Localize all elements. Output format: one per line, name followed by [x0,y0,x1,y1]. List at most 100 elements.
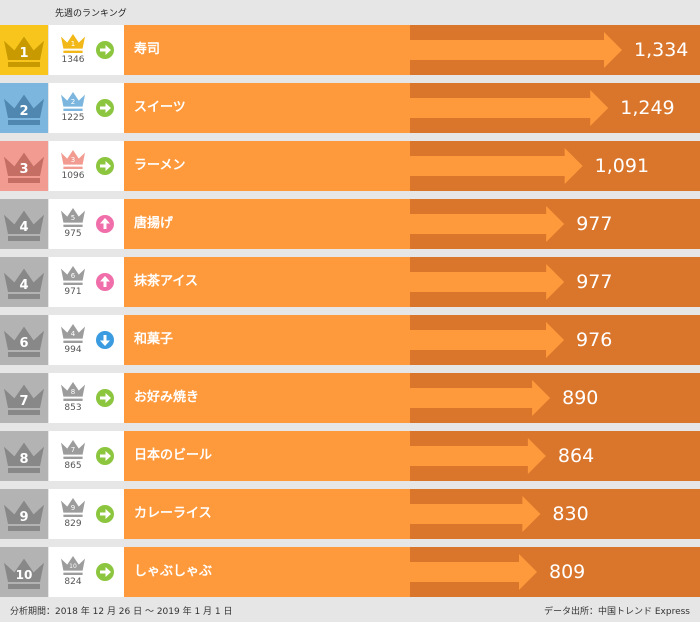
rank-number: 1 [19,46,28,61]
arrow-right-icon [96,505,114,523]
rank-badge: 2 [0,83,48,133]
ranking-row: 4 5 975 唐揚げ 977 [0,199,700,249]
rank-number: 7 [19,394,28,409]
value-arrow [124,554,537,590]
crown-icon: 4 [4,210,44,241]
ranking-row: 3 3 1096 ラーメン 1,091 [0,141,700,191]
rank-number: 3 [19,162,28,177]
previous-week-cell: 7 865 [49,431,124,481]
previous-count: 1225 [61,113,85,123]
previous-rank-number: 5 [71,214,75,222]
ranking-row: 1 1 1346 寿司 1,334 [0,25,700,75]
previous-week-cell: 9 829 [49,489,124,539]
crown-icon: 2 [4,94,44,125]
ranking-row: 10 10 824 しゃぶしゃぶ 809 [0,547,700,597]
previous-count: 829 [64,519,82,529]
previous-rank-crown-icon: 1 [61,34,85,53]
previous-rank-number: 2 [71,98,75,106]
previous-rank-number: 1 [71,40,75,48]
ranking-row: 9 9 829 カレーライス 830 [0,489,700,539]
rank-number: 9 [19,510,28,525]
crown-icon: 7 [4,384,44,415]
previous-count: 971 [64,287,82,297]
crown-icon: 6 [4,326,44,357]
value-label: 830 [552,503,589,525]
value-arrow [124,438,546,474]
value-label: 1,091 [594,155,650,177]
value-arrow [124,496,541,532]
ranking-row: 2 2 1225 スイーツ 1,249 [0,83,700,133]
rank-badge: 9 [0,489,48,539]
rank-number: 6 [19,336,28,351]
item-name: お好み焼き [134,390,200,405]
rank-badge: 7 [0,373,48,423]
previous-rank-crown-icon: 2 [61,92,85,111]
arrow-right-icon [96,447,114,465]
value-arrow [124,90,609,126]
rank-number: 4 [19,278,28,293]
previous-count: 1346 [61,55,85,65]
value-arrow [124,32,622,68]
value-label: 977 [576,213,613,235]
value-label: 864 [557,445,595,467]
item-name: 和菓子 [134,332,174,347]
rank-badge: 4 [0,257,48,307]
previous-week-cell: 4 994 [49,315,124,365]
arrow-up-icon [96,215,114,233]
item-name: 寿司 [134,42,161,57]
rank-number: 4 [19,220,28,235]
value-label: 809 [549,561,586,583]
rank-badge: 4 [0,199,48,249]
item-name: しゃぶしゃぶ [134,564,213,579]
ranking-row: 7 8 853 お好み焼き 890 [0,373,700,423]
previous-week-cell: 3 1096 [49,141,124,191]
previous-rank-crown-icon: 6 [61,266,85,285]
rank-number: 10 [16,568,33,582]
item-name: 唐揚げ [134,216,174,231]
value-arrow [124,148,583,184]
previous-rank-crown-icon: 4 [61,324,85,343]
crown-icon: 3 [4,152,44,183]
value-label: 1,249 [620,97,675,119]
item-name: スイーツ [134,100,186,115]
arrow-right-icon [96,41,114,59]
arrow-up-icon [96,273,114,291]
previous-count: 865 [64,461,82,471]
rank-badge: 10 [0,547,48,597]
previous-rank-crown-icon: 9 [61,498,85,517]
previous-rank-crown-icon: 7 [61,440,85,459]
previous-rank-crown-icon: 10 [61,556,85,575]
ranking-row: 8 7 865 日本のビール 864 [0,431,700,481]
arrow-right-icon [96,157,114,175]
arrow-right-icon [96,389,114,407]
crown-icon: 8 [4,442,44,473]
previous-week-cell: 10 824 [49,547,124,597]
previous-rank-number: 7 [71,446,75,454]
rank-number: 2 [19,104,28,119]
previous-rank-number: 4 [71,330,76,338]
item-name: ラーメン [134,158,186,173]
item-name: 抹茶アイス [134,274,198,289]
value-label: 1,334 [634,39,689,61]
rank-badge: 3 [0,141,48,191]
previous-count: 994 [64,345,82,355]
rank-number: 8 [19,452,28,467]
value-arrow [124,322,565,358]
previous-rank-number: 3 [71,156,75,164]
value-arrow [124,264,565,300]
crown-icon: 1 [4,36,44,67]
previous-week-cell: 5 975 [49,199,124,249]
rank-badge: 6 [0,315,48,365]
ranking-row: 4 6 971 抹茶アイス 977 [0,257,700,307]
item-name: カレーライス [134,506,212,521]
value-arrow [124,206,565,242]
previous-count: 1096 [61,171,85,181]
previous-week-ranking-label: 先週のランキング [55,9,127,19]
previous-week-cell: 1 1346 [49,25,124,75]
previous-rank-crown-icon: 3 [61,150,85,169]
arrow-down-icon [96,331,114,349]
previous-rank-crown-icon: 8 [61,382,85,401]
crown-icon: 9 [4,500,44,531]
item-name: 日本のビール [134,448,213,463]
previous-week-cell: 8 853 [49,373,124,423]
